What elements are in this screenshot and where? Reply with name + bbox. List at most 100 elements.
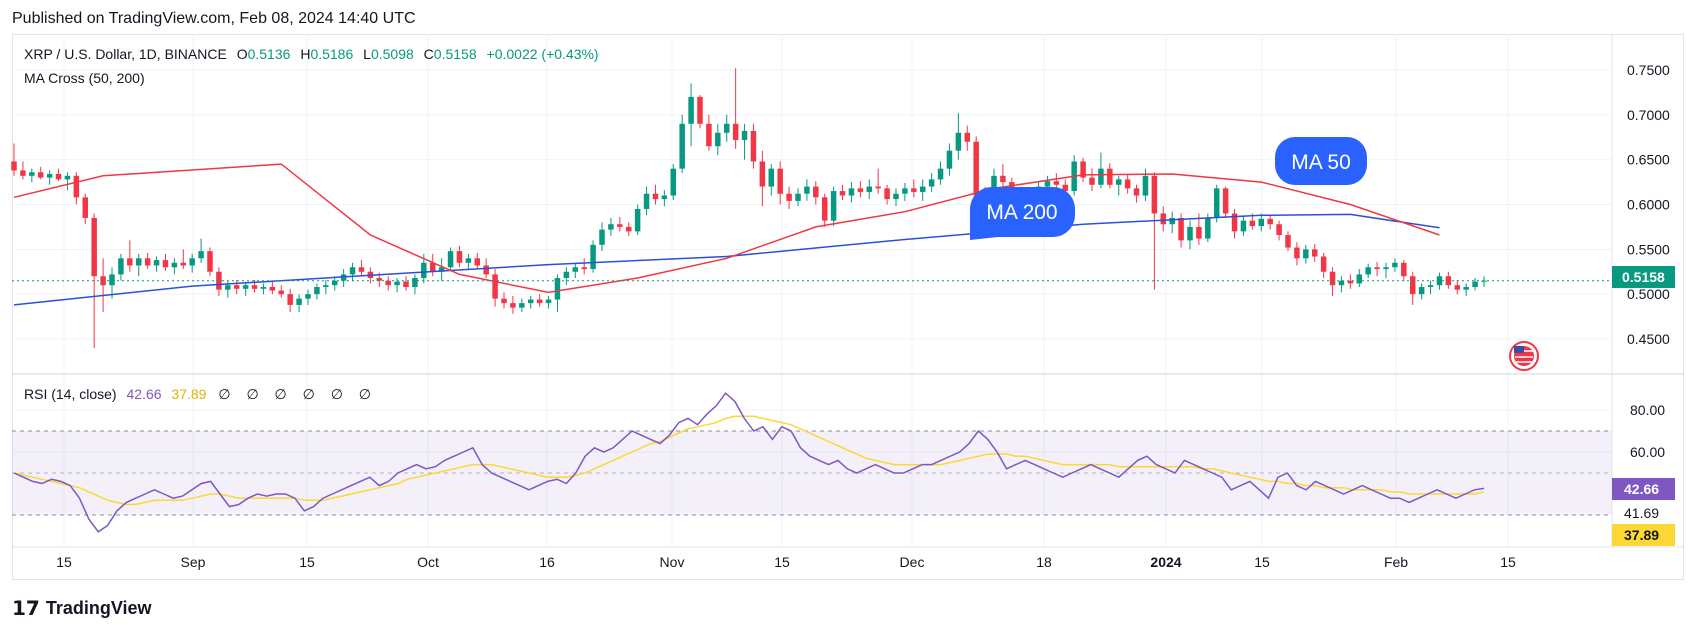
- candle-body: [563, 271, 570, 279]
- candle-body: [1463, 286, 1469, 290]
- candle-body: [1133, 188, 1140, 196]
- candle-body: [848, 188, 855, 196]
- candle-body: [233, 285, 240, 289]
- ohlc-high-value: 0.5186: [310, 46, 354, 62]
- candle-body: [1205, 217, 1211, 239]
- candle-body: [1044, 181, 1051, 187]
- ohlc-low-value: 0.5098: [370, 46, 414, 62]
- rsi-ma-tag: 37.89: [1612, 524, 1675, 546]
- ma50-label: MA 50: [1291, 151, 1351, 174]
- candle-body: [483, 265, 489, 275]
- candle-body: [331, 280, 338, 286]
- candle-body: [29, 172, 35, 176]
- ma200-annotation[interactable]: MA 200: [970, 187, 1075, 240]
- price-tick-label: 0.7500: [1627, 62, 1670, 78]
- time-tick-label: 15: [56, 554, 72, 570]
- candle-body: [661, 195, 668, 200]
- rsi-legend-placeholders: ∅ ∅ ∅ ∅ ∅ ∅: [218, 386, 377, 402]
- time-tick-label: 18: [1036, 554, 1052, 570]
- ohlc-high: H0.5186: [300, 46, 353, 62]
- rsi-ma-line: [13, 415, 1485, 506]
- candle-body: [1053, 181, 1060, 185]
- candle-body: [821, 197, 828, 221]
- price-axis[interactable]: 0.7500 0.7000 0.6500 0.6000 0.5500 0.5000 0.45…: [1627, 62, 1670, 347]
- us-flag-icon[interactable]: [1509, 341, 1539, 371]
- candle-body: [1285, 234, 1291, 248]
- candle-body: [1080, 161, 1086, 178]
- candle-body: [750, 130, 757, 162]
- candle-body: [242, 285, 249, 289]
- indicator-legend[interactable]: MA Cross (50, 200): [24, 70, 145, 86]
- candle-body: [73, 175, 80, 198]
- candle-body: [447, 251, 454, 268]
- time-tick-label: 15: [299, 554, 315, 570]
- candle-body: [1311, 249, 1318, 257]
- candle-body: [732, 123, 739, 140]
- candle-body: [1000, 175, 1006, 183]
- ohlc-low: L0.5098: [363, 46, 414, 62]
- time-tick-label: 15: [774, 554, 790, 570]
- candle-body: [964, 132, 971, 142]
- candle-body: [260, 286, 267, 289]
- candle-body: [385, 280, 391, 286]
- ma200-bubble-pointer: [970, 207, 998, 240]
- ohlc-change: +0.0022 (+0.43%): [486, 46, 599, 62]
- time-tick-label: 15: [1500, 554, 1516, 570]
- ohlc-high-label: H: [300, 46, 311, 62]
- candle-body: [1409, 276, 1416, 295]
- rsi-ma-tag-value: 37.89: [1624, 527, 1659, 543]
- rsi-value-tag-value: 42.66: [1624, 481, 1659, 497]
- published-header: Published on TradingView.com, Feb 08, 20…: [12, 10, 416, 27]
- candle-body: [688, 96, 694, 124]
- tradingview-brand[interactable]: 𝟭𝟳 TradingView: [12, 596, 152, 621]
- candle-body: [1303, 249, 1309, 259]
- candle-body: [919, 186, 926, 192]
- candle-body: [813, 186, 819, 198]
- ma50-line: [13, 163, 1440, 294]
- candle-body: [946, 150, 953, 169]
- time-tick-label: Nov: [660, 554, 685, 570]
- candle-body: [1222, 188, 1229, 214]
- rsi-axis[interactable]: 80.00 60.00: [1630, 402, 1665, 460]
- price-tick-label: 0.4500: [1627, 331, 1670, 347]
- candle-body: [1267, 218, 1273, 225]
- time-tick-label: 16: [539, 554, 555, 570]
- candle-body: [349, 267, 356, 275]
- candle-body: [1418, 286, 1425, 295]
- candle-body: [456, 251, 463, 263]
- candle-body: [296, 298, 302, 305]
- candle-body: [1115, 179, 1122, 185]
- candle-body: [741, 130, 748, 140]
- candle-body: [510, 303, 516, 308]
- candle-body: [581, 267, 587, 270]
- candle-body: [251, 285, 258, 289]
- symbol-legend[interactable]: XRP / U.S. Dollar, 1D, BINANCE O0.5136 H…: [24, 46, 605, 62]
- time-tick-label: Feb: [1384, 554, 1408, 570]
- price-tag-value: 0.5158: [1622, 269, 1665, 285]
- candle-body: [839, 191, 846, 196]
- candle-body: [171, 262, 178, 268]
- ohlc-open: O0.5136: [237, 46, 291, 62]
- candle-body: [625, 226, 632, 232]
- candle-body: [1356, 274, 1363, 284]
- ma200-label: MA 200: [986, 201, 1057, 224]
- rsi-legend[interactable]: RSI (14, close) 42.66 37.89 ∅ ∅ ∅ ∅ ∅ ∅: [24, 386, 377, 403]
- candle-body: [617, 224, 623, 227]
- candle-body: [376, 278, 383, 281]
- ma50-annotation[interactable]: MA 50: [1275, 137, 1367, 185]
- candle-body: [590, 244, 596, 270]
- ma200-line: [13, 213, 1440, 306]
- rsi-legend-ma: 37.89: [171, 386, 207, 402]
- candle-body: [135, 258, 142, 266]
- candle-body: [127, 258, 133, 266]
- candle-body: [1276, 224, 1282, 235]
- price-tick-label: 0.6000: [1627, 197, 1670, 213]
- flag-icon-canton: [1514, 346, 1524, 353]
- candle-body: [225, 285, 231, 290]
- candle-body: [198, 251, 204, 259]
- time-axis[interactable]: 15 Sep 15 Oct 16 Nov 15 Dec 18 2024 15 Feb 15: [56, 554, 1516, 570]
- candle-body: [91, 217, 97, 277]
- candle-body: [269, 286, 276, 291]
- candle-body: [412, 278, 418, 287]
